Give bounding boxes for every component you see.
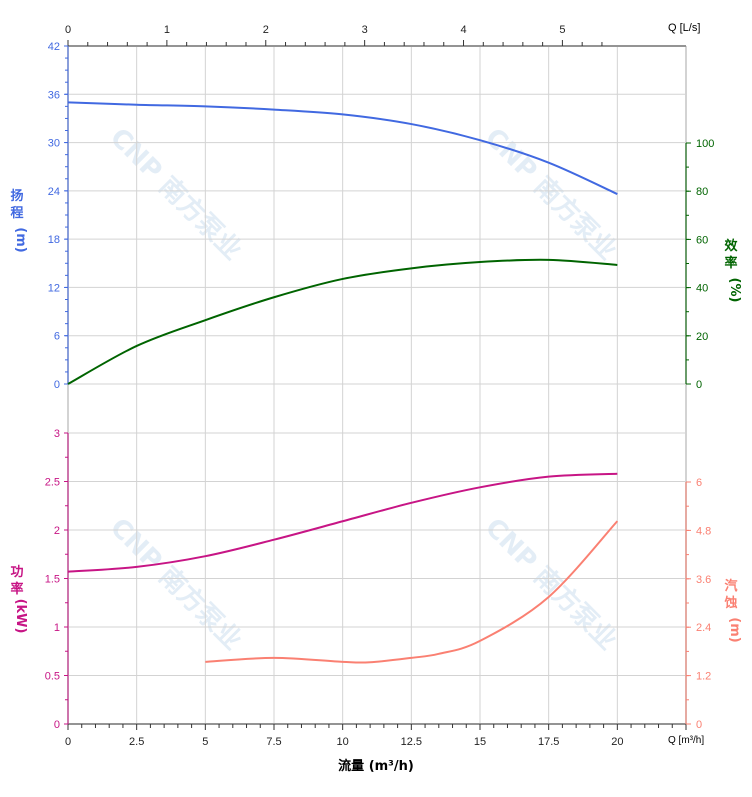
npsh-axis-tick-label: 6 [696, 477, 702, 489]
efficiency-curve [67, 258, 618, 385]
head-curve [67, 101, 618, 195]
power-curve [67, 472, 618, 573]
efficiency-axis-title: (%) [727, 278, 742, 303]
x-tick-label: 5 [202, 736, 208, 748]
head-axis-tick-label: 42 [48, 41, 60, 53]
x-top-tick-label: 3 [362, 24, 368, 36]
head-axis-title: 扬 [10, 188, 23, 204]
x-top-tick-label: 0 [65, 24, 71, 36]
x-top-tick-label: 4 [460, 24, 466, 36]
x-tick-label: 0 [65, 736, 71, 748]
efficiency-axis-title: 效 [724, 238, 738, 254]
watermark-logo: CNP 南方泵业 [104, 512, 248, 656]
power-axis-tick-label: 2 [54, 525, 60, 537]
power-axis-tick-label: 3 [54, 428, 60, 440]
head-axis-tick-label: 6 [54, 331, 60, 343]
x-axis-title: 流量 (m³/h) [338, 759, 414, 774]
power-axis-tick-label: 1 [54, 622, 60, 634]
power-axis-title: (kW) [13, 599, 28, 634]
power-axis-tick-label: 1.5 [45, 574, 60, 586]
watermark-logo: CNP 南方泵业 [479, 512, 623, 656]
efficiency-axis-tick-label: 40 [696, 283, 708, 295]
x-tick-label: 10 [337, 736, 349, 748]
power-axis-tick-label: 0 [54, 719, 60, 731]
power-axis-title: 功 [10, 565, 23, 580]
x-top-tick-label: 1 [164, 24, 170, 36]
x-tick-label: 17.5 [538, 736, 559, 748]
npsh-axis-tick-label: 2.4 [696, 622, 711, 634]
x-tick-label: 7.5 [266, 736, 281, 748]
efficiency-axis-tick-label: 0 [696, 379, 702, 391]
x-tick-label: 2.5 [129, 736, 144, 748]
power-axis-tick-label: 0.5 [45, 671, 60, 683]
head-axis-tick-label: 36 [48, 89, 60, 101]
npsh-axis-tick-label: 4.8 [696, 525, 711, 537]
efficiency-axis-tick-label: 60 [696, 234, 708, 246]
x-top-tick-label: 5 [559, 24, 565, 36]
efficiency-axis-tick-label: 20 [696, 331, 708, 343]
head-axis-tick-label: 24 [48, 186, 60, 198]
x-top-tick-label: 2 [263, 24, 269, 36]
npsh-curve [205, 520, 619, 664]
x-tick-label: 15 [474, 736, 486, 748]
x-unit-top: Q [L/s] [668, 22, 701, 34]
npsh-axis-title: 蚀 [723, 595, 737, 611]
x-tick-label: 20 [611, 736, 623, 748]
efficiency-axis-title: 率 [724, 255, 737, 271]
power-axis-tick-label: 2.5 [45, 477, 60, 489]
npsh-axis-tick-label: 1.2 [696, 671, 711, 683]
head-axis-title: 程 [10, 206, 23, 221]
x-unit-bottom: Q [m³/h] [668, 735, 705, 746]
head-axis-tick-label: 0 [54, 379, 60, 391]
head-axis-tick-label: 12 [48, 282, 60, 294]
npsh-axis-title: 汽 [724, 578, 737, 594]
efficiency-axis-tick-label: 100 [696, 138, 714, 150]
npsh-axis-tick-label: 0 [696, 719, 702, 731]
head-axis-tick-label: 30 [48, 138, 60, 150]
head-axis-title: (m) [13, 227, 28, 252]
x-tick-label: 12.5 [401, 736, 422, 748]
efficiency-axis-tick-label: 80 [696, 186, 708, 198]
power-axis-title: 率 [10, 581, 23, 597]
npsh-axis-tick-label: 3.6 [696, 574, 711, 586]
watermark-logo: CNP 南方泵业 [479, 122, 623, 266]
npsh-axis-title: (m) [727, 617, 742, 642]
head-axis-tick-label: 18 [48, 234, 60, 246]
watermark-logo: CNP 南方泵业 [104, 122, 248, 266]
